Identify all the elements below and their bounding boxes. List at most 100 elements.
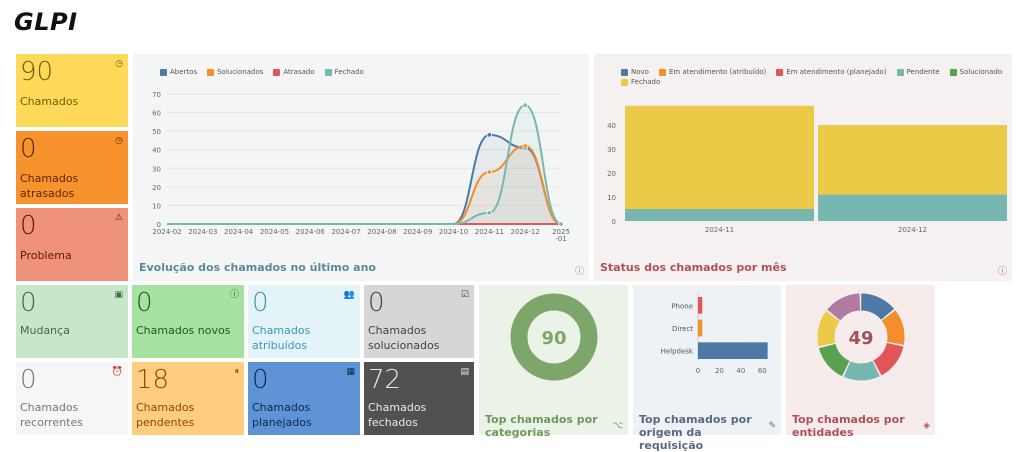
- archive-icon: ▤: [460, 367, 469, 377]
- card-planejados[interactable]: 0 Chamados planejados ▦: [248, 362, 360, 435]
- card-atrasados[interactable]: 0 Chamados atrasados ◷: [16, 131, 128, 204]
- card-atribuidos[interactable]: 0 Chamados atribuídos 👥: [248, 285, 360, 358]
- clipboard-icon: ▣: [114, 290, 123, 300]
- card-novos[interactable]: 0 Chamados novos ⓘ: [132, 285, 244, 358]
- stacked-bar-chart: 0 10 20 30 40 2024-11 2024-12: [607, 105, 1007, 234]
- panel-categorias-title: Top chamados por categorias: [485, 413, 598, 439]
- legend-item[interactable]: Solucionado: [949, 68, 1003, 76]
- card-problema-value: 0: [20, 211, 37, 241]
- legend-label: Solucionados: [217, 68, 264, 76]
- bar: [698, 297, 703, 314]
- series-line: [167, 104, 562, 225]
- card-pendentes-label: Chamados pendentes: [136, 401, 195, 429]
- legend-item[interactable]: Solucionados: [207, 68, 263, 76]
- card-solucionados[interactable]: 0 Chamados solucionados ☑: [364, 285, 474, 358]
- check-square-icon: ☑: [460, 290, 469, 300]
- card-planejados-label: Chamados planejados: [252, 401, 312, 429]
- card-pendentes[interactable]: 18 Chamados pendentes ⏸: [132, 362, 244, 435]
- card-mudanca[interactable]: 0 Mudança ▣: [16, 285, 128, 358]
- glpi-logo[interactable]: GLPI: [14, 8, 78, 36]
- stacked-bar-segment: [625, 209, 814, 221]
- card-fechados-label: Chamados fechados: [368, 401, 427, 429]
- y-tick-label: 30: [152, 165, 161, 173]
- card-problema[interactable]: 0 Problema ⚠: [16, 208, 128, 281]
- line-chart: 0 10 20 30 40 50 60 70 2024-02 2024-03 2024-04 2024…: [152, 91, 570, 243]
- legend-label: Fechado: [334, 68, 364, 76]
- legend-label: Em atendimento (planejado): [786, 68, 887, 76]
- origem-bar-chart: Phone Direct Helpdesk 0 20 40 60: [661, 293, 768, 375]
- y-tick-label: 70: [152, 91, 161, 99]
- users-icon: 👥: [343, 290, 355, 300]
- x-tick-label: 20: [715, 367, 724, 375]
- card-atrasados-label: Chamados atrasados: [20, 172, 79, 200]
- card-chamados[interactable]: 90 Chamados ◷: [16, 54, 128, 127]
- y-tick-label: 60: [152, 110, 161, 118]
- card-chamados-value: 90: [20, 57, 54, 87]
- stacked-bar-segment: [818, 125, 1007, 195]
- card-chamados-label: Chamados: [20, 95, 79, 108]
- card-problema-label: Problema: [20, 249, 72, 262]
- panel-origem[interactable]: Phone Direct Helpdesk 0 20 40 60 Top chamados …: [633, 285, 781, 452]
- card-atribuidos-value: 0: [252, 288, 269, 318]
- bar: [698, 342, 768, 359]
- legend-swatch: [896, 68, 904, 76]
- legend-label: Novo: [631, 68, 649, 76]
- panel-evolucao: Abertos Solucionados Atrasado Fechado 0 1…: [133, 54, 589, 281]
- panel-entidades-title: Top chamados por entidades: [792, 413, 905, 439]
- donut-segment: [817, 293, 905, 381]
- card-recorrentes[interactable]: 0 Chamados recorrentes ⏰: [16, 362, 128, 435]
- panel-categorias[interactable]: 90 Top chamados por categorias ⌥: [479, 285, 628, 439]
- donut-ring: [510, 293, 598, 381]
- card-solucionados-value: 0: [368, 288, 385, 318]
- edit-icon: ✎: [768, 421, 776, 431]
- series-point: [522, 102, 528, 108]
- stacked-bar-segment: [625, 105, 814, 209]
- category-label: Direct: [672, 325, 693, 333]
- legend-item[interactable]: Atrasado: [273, 68, 315, 76]
- series-point: [486, 132, 493, 138]
- x-tick-label: 2024-03: [188, 228, 217, 236]
- info-icon: ⓘ: [997, 267, 1007, 277]
- donut-segment: [817, 293, 905, 381]
- card-novos-value: 0: [136, 288, 153, 318]
- legend-item[interactable]: Fechado: [621, 78, 660, 86]
- legend-swatch: [207, 68, 215, 76]
- y-tick-label: 20: [607, 170, 616, 178]
- layers-icon: ◈: [923, 421, 930, 431]
- legend-label: Solucionado: [959, 68, 1003, 76]
- legend-swatch: [273, 68, 281, 76]
- sitemap-icon: ⌥: [612, 421, 623, 431]
- legend-item[interactable]: Novo: [621, 68, 649, 76]
- panel-entidades[interactable]: 49 Top chamados por entidades ◈: [786, 285, 935, 439]
- bar-chart-legend: Novo Em atendimento (atribuído) Em atend…: [621, 68, 1011, 86]
- x-tick-label: 40: [736, 367, 745, 375]
- entidades-donut: 49: [817, 293, 905, 381]
- x-tick-label: 2024-06: [296, 228, 326, 236]
- legend-item[interactable]: Pendente: [896, 68, 940, 76]
- category-label: Helpdesk: [661, 348, 694, 356]
- legend-item[interactable]: Em atendimento (planejado): [776, 68, 887, 76]
- clock-icon: ◷: [115, 59, 123, 69]
- legend-item[interactable]: Fechado: [324, 68, 364, 76]
- card-fechados[interactable]: 72 Chamados fechados ▤: [364, 362, 474, 435]
- y-tick-label: 10: [607, 194, 616, 202]
- series-point: [558, 221, 564, 227]
- card-planejados-value: 0: [252, 365, 269, 395]
- legend-item[interactable]: Abertos: [160, 68, 197, 76]
- x-tick-label: 2024-11: [475, 228, 504, 236]
- info-icon: ⓘ: [229, 290, 239, 300]
- legend-label: Fechado: [631, 78, 661, 86]
- legend-item[interactable]: Em atendimento (atribuído): [658, 68, 766, 76]
- x-tick-label: 2024-07: [331, 228, 360, 236]
- y-tick-label: 0: [157, 221, 161, 229]
- card-atrasados-value: 0: [20, 134, 37, 164]
- warning-icon: ⚠: [114, 213, 123, 223]
- x-tick-label: 2024-02: [152, 228, 181, 236]
- series-area: [167, 134, 561, 224]
- x-tick-label: 2024-08: [367, 228, 396, 236]
- card-atribuidos-label: Chamados atribuídos: [252, 324, 311, 352]
- legend-swatch: [776, 68, 784, 76]
- y-tick-label: 40: [152, 147, 161, 155]
- y-tick-label: 10: [152, 202, 161, 210]
- line-chart-legend: Abertos Solucionados Atrasado Fechado: [160, 68, 364, 76]
